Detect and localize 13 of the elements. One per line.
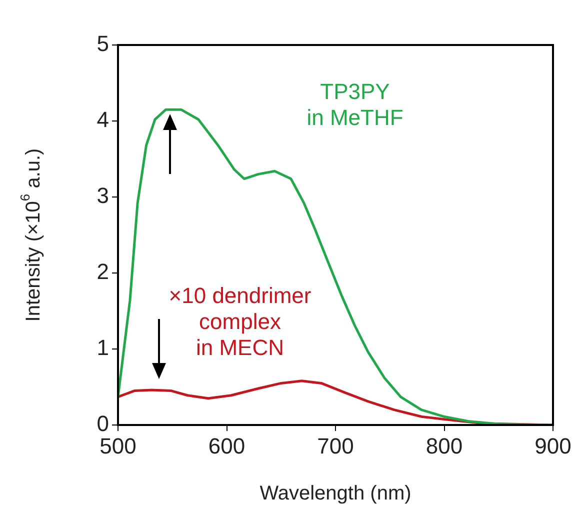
x-tick-label: 900	[534, 433, 572, 458]
y-tick-label: 3	[96, 183, 109, 208]
y-tick-label: 4	[96, 107, 109, 132]
y-tick-label: 2	[96, 259, 109, 284]
x-tick-label: 800	[426, 433, 463, 458]
x-tick-label: 600	[208, 433, 246, 458]
y-tick-label: 5	[96, 31, 109, 56]
x-axis-title: Wavelength (nm)	[260, 482, 412, 505]
y-axis-title: Intensity (×106 a.u.)	[18, 148, 45, 322]
x-tick-label: 700	[317, 433, 354, 458]
series-label: ×10 dendrimer complex in MECN	[168, 283, 312, 360]
text: TP3PY in MeTHF	[306, 79, 404, 130]
y-tick-label: 1	[96, 335, 109, 360]
